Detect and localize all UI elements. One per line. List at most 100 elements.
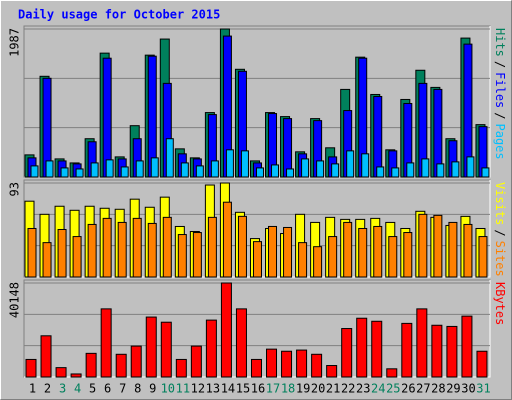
legend: Visits / Sites xyxy=(494,182,508,277)
bar xyxy=(296,349,308,378)
bar xyxy=(298,242,308,278)
bar xyxy=(356,317,368,378)
x-tick-label: 13 xyxy=(206,382,220,396)
bar xyxy=(388,236,398,278)
x-tick-label: 12 xyxy=(191,382,205,396)
bar xyxy=(403,232,413,278)
bar xyxy=(386,368,398,378)
x-tick-label: 15 xyxy=(236,382,250,396)
x-tick-label: 5 xyxy=(89,382,96,396)
x-tick-label: 18 xyxy=(281,382,295,396)
bar xyxy=(120,166,129,178)
x-tick-label: 8 xyxy=(134,382,141,396)
bar xyxy=(283,226,293,278)
bar xyxy=(132,217,142,278)
bar xyxy=(446,325,458,378)
bar xyxy=(466,156,475,178)
bar xyxy=(105,159,114,178)
bar xyxy=(207,216,217,278)
bar xyxy=(222,201,232,278)
bar xyxy=(100,308,112,378)
bar xyxy=(175,358,187,378)
bar xyxy=(371,320,383,378)
bar xyxy=(192,232,202,278)
y-tick-label: 93 xyxy=(8,182,22,196)
x-tick-label: 31 xyxy=(476,382,490,396)
bar xyxy=(346,150,355,178)
bar xyxy=(240,150,249,178)
bar xyxy=(451,161,460,178)
x-tick-label: 3 xyxy=(59,382,66,396)
legend-entry: Pages xyxy=(494,124,508,160)
bar xyxy=(27,227,37,278)
x-tick-label: 1 xyxy=(29,382,36,396)
bar xyxy=(55,367,67,378)
x-tick-label: 24 xyxy=(371,382,385,396)
bar xyxy=(252,241,262,278)
legend-entry: Hits xyxy=(494,28,508,57)
bar xyxy=(478,236,488,278)
bar xyxy=(162,216,172,278)
bar xyxy=(147,222,157,278)
bar xyxy=(85,352,97,378)
bar xyxy=(145,316,157,378)
bar xyxy=(45,160,54,178)
legend-separator: / xyxy=(494,229,508,236)
bar xyxy=(301,158,310,178)
bar xyxy=(281,350,293,378)
bar xyxy=(376,166,385,178)
legend-entry: Sites xyxy=(494,241,508,277)
bar xyxy=(102,217,112,278)
bar xyxy=(235,308,247,378)
bar xyxy=(283,118,293,178)
legend: Hits / Files / Pages xyxy=(494,28,508,160)
x-tick-label: 23 xyxy=(356,382,370,396)
bar xyxy=(421,158,430,178)
x-tick-label: 19 xyxy=(296,382,310,396)
legend-entry: KBytes xyxy=(494,282,508,325)
bar xyxy=(177,234,187,278)
bar xyxy=(42,242,52,278)
bar xyxy=(195,165,204,178)
legend-separator: / xyxy=(494,112,508,119)
bar xyxy=(401,322,413,378)
bar xyxy=(418,213,428,278)
x-tick-label: 14 xyxy=(221,382,235,396)
legend-separator: / xyxy=(494,61,508,68)
x-tick-label: 26 xyxy=(401,382,415,396)
bar xyxy=(436,163,445,178)
bar xyxy=(268,225,278,278)
legend-entry: Files xyxy=(494,72,508,108)
legend-entry: Visits xyxy=(494,182,508,225)
bar xyxy=(461,315,473,378)
y-tick-label: 40148 xyxy=(8,282,22,318)
x-tick-label: 25 xyxy=(386,382,400,396)
bar xyxy=(72,236,82,278)
bar xyxy=(406,162,415,178)
x-tick-label: 7 xyxy=(119,382,126,396)
x-tick-label: 2 xyxy=(44,382,51,396)
bar xyxy=(373,225,383,278)
bar xyxy=(165,138,174,178)
bar xyxy=(433,214,443,278)
x-tick-label: 29 xyxy=(446,382,460,396)
bar xyxy=(210,160,219,178)
x-tick-label: 20 xyxy=(311,382,325,396)
x-tick-label: 27 xyxy=(416,382,430,396)
x-tick-label: 16 xyxy=(251,382,265,396)
bar xyxy=(70,373,82,378)
bar xyxy=(448,221,458,278)
bar xyxy=(130,345,142,378)
bar xyxy=(481,167,490,178)
bar xyxy=(463,223,473,278)
x-tick-label: 21 xyxy=(326,382,340,396)
bar xyxy=(57,228,67,278)
bar xyxy=(328,236,338,278)
x-tick-label: 6 xyxy=(104,382,111,396)
bar xyxy=(391,167,400,178)
bar xyxy=(431,324,443,378)
bar xyxy=(150,157,159,178)
x-tick-label: 4 xyxy=(74,382,81,396)
bar xyxy=(117,221,127,278)
